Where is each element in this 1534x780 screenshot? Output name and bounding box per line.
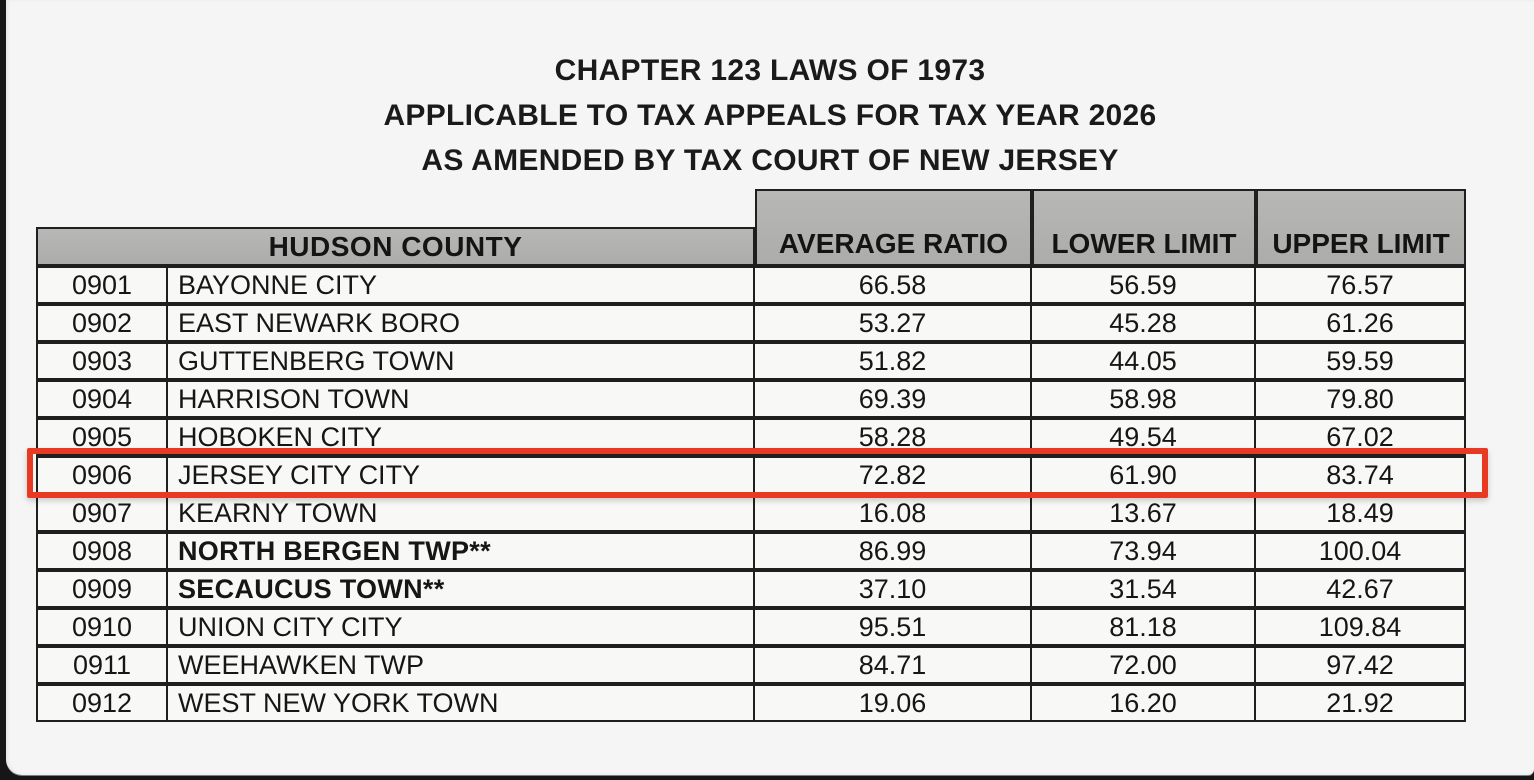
table-body: 0901 BAYONNE CITY 66.58 56.59 76.57 0902… — [36, 266, 1466, 722]
table-row: 0909 SECAUCUS TOWN** 37.10 31.54 42.67 — [36, 570, 1466, 608]
table-row: 0906 JERSEY CITY CITY 72.82 61.90 83.74 — [36, 456, 1466, 494]
row-upper-limit: 97.42 — [1326, 649, 1394, 680]
row-upper-limit: 67.02 — [1326, 421, 1394, 452]
table-row: 0901 BAYONNE CITY 66.58 56.59 76.57 — [36, 266, 1466, 304]
row-lower-limit: 31.54 — [1032, 572, 1256, 606]
row-upper-limit: 79.80 — [1326, 383, 1394, 414]
row-code: 0906 — [38, 458, 168, 492]
title-line-3: AS AMENDED BY TAX COURT OF NEW JERSEY — [421, 144, 1119, 177]
row-average-ratio: 58.28 — [755, 420, 1032, 454]
row-municipality: KEARNY TOWN — [168, 496, 755, 530]
table-row: 0905 HOBOKEN CITY 58.28 49.54 67.02 — [36, 418, 1466, 456]
row-average-ratio: 51.82 — [755, 344, 1032, 378]
row-code: 0911 — [38, 648, 168, 682]
row-lower-limit: 49.54 — [1032, 420, 1256, 454]
column-header-upper-limit: UPPER LIMIT — [1256, 189, 1466, 266]
row-municipality: GUTTENBERG TOWN — [168, 344, 755, 378]
document-page: CHAPTER 123 LAWS OF 1973 APPLICABLE TO T… — [6, 0, 1534, 775]
row-lower-limit: 72.00 — [1032, 648, 1256, 682]
row-code: 0909 — [38, 572, 168, 606]
row-average-ratio: 72.82 — [755, 458, 1032, 492]
table-row: 0912 WEST NEW YORK TOWN 19.06 16.20 21.9… — [36, 684, 1466, 722]
row-code: 0912 — [38, 686, 168, 720]
row-upper-limit: 61.26 — [1326, 307, 1394, 338]
row-municipality: NORTH BERGEN TWP** — [168, 534, 755, 568]
row-code: 0908 — [38, 534, 168, 568]
row-average-ratio: 16.08 — [755, 496, 1032, 530]
table-row: 0902 EAST NEWARK BORO 53.27 45.28 61.26 — [36, 304, 1466, 342]
row-average-ratio: 69.39 — [755, 382, 1032, 416]
row-lower-limit: 45.28 — [1032, 306, 1256, 340]
row-upper-limit: 83.74 — [1326, 459, 1394, 490]
row-lower-limit: 44.05 — [1032, 344, 1256, 378]
table-row: 0908 NORTH BERGEN TWP** 86.99 73.94 100.… — [36, 532, 1466, 570]
row-code: 0910 — [38, 610, 168, 644]
column-header-average-ratio: AVERAGE RATIO — [755, 189, 1032, 266]
title-line-1: CHAPTER 123 LAWS OF 1973 — [554, 54, 986, 87]
row-municipality: WEST NEW YORK TOWN — [168, 686, 755, 720]
row-lower-limit: 56.59 — [1032, 268, 1256, 302]
row-lower-limit: 16.20 — [1032, 686, 1256, 720]
table-row: 0903 GUTTENBERG TOWN 51.82 44.05 59.59 — [36, 342, 1466, 380]
row-average-ratio: 86.99 — [755, 534, 1032, 568]
row-code: 0902 — [38, 306, 168, 340]
document-title: CHAPTER 123 LAWS OF 1973 APPLICABLE TO T… — [6, 48, 1534, 183]
table-row: 0907 KEARNY TOWN 16.08 13.67 18.49 — [36, 494, 1466, 532]
column-header-lower-limit: LOWER LIMIT — [1032, 189, 1256, 266]
title-line-2: APPLICABLE TO TAX APPEALS FOR TAX YEAR 2… — [383, 99, 1157, 132]
row-average-ratio: 66.58 — [755, 268, 1032, 302]
row-upper-limit: 21.92 — [1326, 687, 1394, 718]
row-lower-limit: 73.94 — [1032, 534, 1256, 568]
table-row: 0911 WEEHAWKEN TWP 84.71 72.00 97.42 — [36, 646, 1466, 684]
row-lower-limit: 81.18 — [1032, 610, 1256, 644]
row-municipality: SECAUCUS TOWN** — [168, 572, 755, 606]
row-code: 0901 — [38, 268, 168, 302]
row-municipality: HARRISON TOWN — [168, 382, 755, 416]
row-upper-limit: 76.57 — [1326, 269, 1394, 300]
row-lower-limit: 13.67 — [1032, 496, 1256, 530]
row-average-ratio: 37.10 — [755, 572, 1032, 606]
row-lower-limit: 61.90 — [1032, 458, 1256, 492]
row-upper-limit: 18.49 — [1326, 497, 1394, 528]
row-municipality: UNION CITY CITY — [168, 610, 755, 644]
county-header: HUDSON COUNTY — [36, 227, 755, 266]
row-municipality: EAST NEWARK BORO — [168, 306, 755, 340]
row-municipality: WEEHAWKEN TWP — [168, 648, 755, 682]
table-row: 0910 UNION CITY CITY 95.51 81.18 109.84 — [36, 608, 1466, 646]
row-upper-limit: 42.67 — [1326, 573, 1394, 604]
row-code: 0905 — [38, 420, 168, 454]
row-average-ratio: 84.71 — [755, 648, 1032, 682]
row-upper-limit: 100.04 — [1318, 535, 1402, 566]
row-average-ratio: 19.06 — [755, 686, 1032, 720]
table-row: 0904 HARRISON TOWN 69.39 58.98 79.80 — [36, 380, 1466, 418]
row-upper-limit: 109.84 — [1318, 611, 1402, 642]
row-code: 0903 — [38, 344, 168, 378]
row-upper-limit: 59.59 — [1326, 345, 1394, 376]
row-municipality: BAYONNE CITY — [168, 268, 755, 302]
row-municipality: HOBOKEN CITY — [168, 420, 755, 454]
row-average-ratio: 53.27 — [755, 306, 1032, 340]
row-code: 0904 — [38, 382, 168, 416]
row-municipality: JERSEY CITY CITY — [168, 458, 755, 492]
row-code: 0907 — [38, 496, 168, 530]
row-lower-limit: 58.98 — [1032, 382, 1256, 416]
row-average-ratio: 95.51 — [755, 610, 1032, 644]
